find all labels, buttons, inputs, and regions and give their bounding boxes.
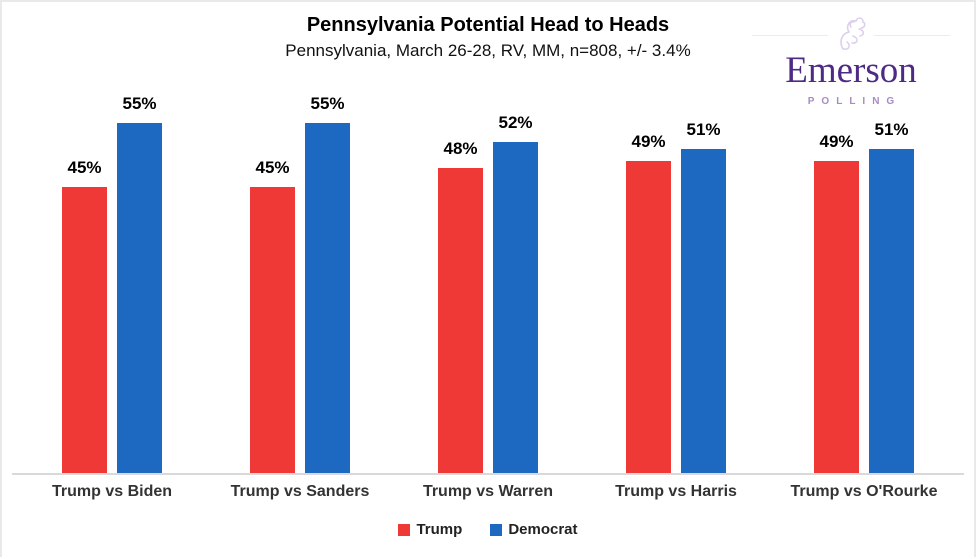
logo-tagline: POLLING (807, 96, 902, 107)
category-label-trump-vs-o-rourke: Trump vs O'Rourke (790, 483, 938, 500)
bar-group-trump-vs-harris: 49% 51% (582, 120, 770, 473)
bar-democrat (681, 149, 726, 473)
bar-trump (62, 187, 107, 473)
logo-rule-left (752, 34, 828, 36)
bar-column-trump: 49% (626, 132, 671, 473)
bar-column-democrat: 51% (681, 120, 726, 473)
legend-label-democrat: Democrat (508, 521, 578, 538)
bar-group-trump-vs-biden: 45% 55% (18, 94, 206, 473)
bar-column-democrat: 55% (305, 94, 350, 473)
bar-column-trump: 48% (438, 139, 483, 473)
logo-crest-row (752, 14, 950, 56)
bar-democrat (305, 123, 350, 473)
bar-value-label-trump: 45% (67, 158, 102, 177)
bar-value-label-democrat: 52% (498, 113, 533, 132)
bar-value-label-trump: 45% (255, 158, 290, 177)
bar-group-trump-vs-sanders: 45% 55% (206, 94, 394, 473)
x-axis-labels: Trump vs Biden Trump vs Sanders Trump vs W… (18, 483, 958, 501)
bar-column-democrat: 52% (493, 113, 538, 473)
bar-column-trump: 49% (814, 132, 859, 473)
x-axis-line (12, 473, 964, 475)
bar-value-label-trump: 49% (819, 132, 854, 151)
category-label-trump-vs-biden: Trump vs Biden (51, 483, 173, 500)
bar-value-label-democrat: 51% (874, 120, 909, 139)
plot-area: 45% 55% 45% 55% 48% 52% 49% 51% 49% 51% (18, 73, 958, 473)
legend-swatch-trump (398, 523, 411, 536)
lion-crest-icon (840, 17, 866, 50)
bar-value-label-democrat: 55% (310, 94, 345, 113)
emerson-polling-logo: Emerson POLLING (752, 14, 950, 107)
bar-column-democrat: 55% (117, 94, 162, 473)
category-label-trump-vs-sanders: Trump vs Sanders (230, 483, 370, 500)
chart-subtitle: Pennsylvania, March 26-28, RV, MM, n=808… (285, 41, 691, 60)
bar-value-label-democrat: 51% (686, 120, 721, 139)
logo-rule-right (874, 34, 950, 36)
bar-group-trump-vs-o-rourke: 49% 51% (770, 120, 958, 473)
chart-header: Pennsylvania Potential Head to Heads Pen… (2, 2, 974, 61)
bar-column-trump: 45% (62, 158, 107, 473)
bar-democrat (117, 123, 162, 473)
category-label-trump-vs-harris: Trump vs Harris (615, 483, 737, 500)
bar-group-trump-vs-warren: 48% 52% (394, 113, 582, 473)
bar-democrat (869, 149, 914, 473)
bar-democrat (493, 142, 538, 473)
bar-trump (626, 161, 671, 473)
bar-trump (438, 168, 483, 473)
legend-item-trump: Trump (398, 521, 462, 538)
bar-trump (250, 187, 295, 473)
bar-column-trump: 45% (250, 158, 295, 473)
bar-column-democrat: 51% (869, 120, 914, 473)
bar-value-label-trump: 49% (631, 132, 666, 151)
bar-value-label-democrat: 55% (122, 94, 157, 113)
legend-label-trump: Trump (416, 521, 463, 538)
chart-title: Pennsylvania Potential Head to Heads (306, 14, 670, 36)
category-label-trump-vs-warren: Trump vs Warren (422, 483, 554, 500)
bar-trump (814, 161, 859, 473)
legend: Trump Democrat (2, 521, 974, 538)
logo-wordmark: Emerson (785, 50, 917, 91)
legend-item-democrat: Democrat (490, 521, 578, 538)
legend-swatch-democrat (490, 523, 503, 536)
bar-value-label-trump: 48% (443, 139, 478, 158)
